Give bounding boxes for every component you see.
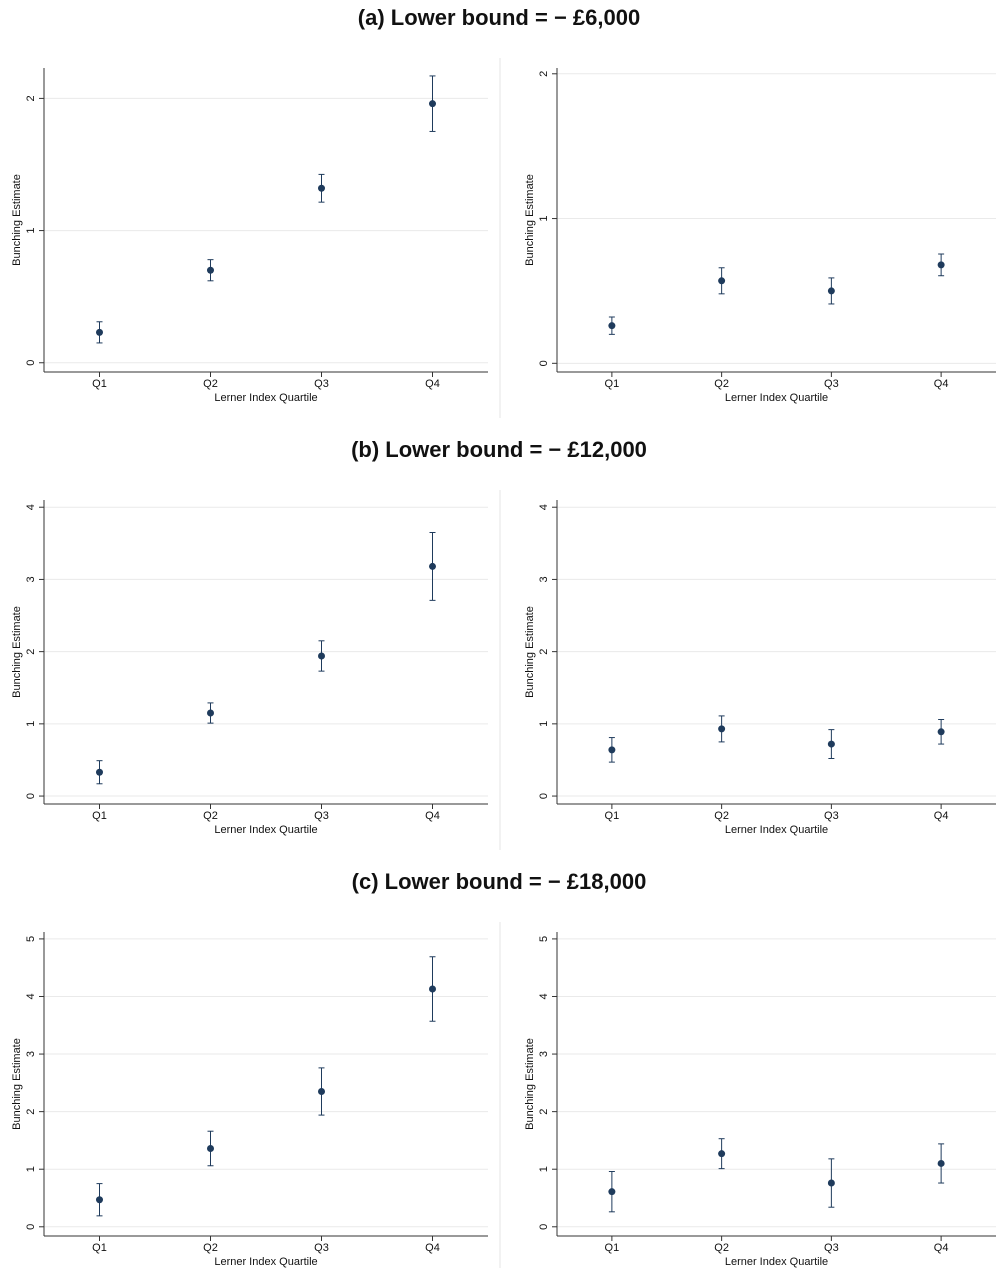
y-tick-label: 1 [538, 721, 550, 727]
point [608, 1188, 616, 1196]
y-tick-label: 2 [25, 649, 37, 655]
point [429, 562, 436, 570]
x-axis-label: Lerner Index Quartile [725, 1256, 828, 1268]
point [318, 184, 325, 192]
x-axis-label: Lerner Index Quartile [214, 392, 317, 404]
y-axis-label: Bunching Estimate [524, 174, 536, 266]
point [207, 1144, 214, 1152]
point [608, 746, 616, 754]
point [718, 277, 726, 285]
y-tick-label: 2 [538, 649, 550, 655]
y-tick-label: 0 [538, 793, 550, 799]
point [207, 266, 214, 274]
x-tick-label: Q4 [934, 1242, 949, 1254]
x-tick-label: Q1 [92, 1242, 107, 1254]
y-tick-label: 2 [538, 1109, 550, 1115]
x-tick-label: Q2 [203, 1242, 218, 1254]
x-axis-label: Lerner Index Quartile [214, 1256, 317, 1268]
y-tick-label: 5 [25, 936, 37, 942]
y-tick-label: 1 [538, 215, 550, 221]
point [827, 1179, 835, 1187]
y-tick-label: 3 [25, 1051, 37, 1057]
x-axis-label: Lerner Index Quartile [214, 824, 317, 836]
y-tick-label: 5 [538, 936, 550, 942]
x-tick-label: Q4 [425, 810, 440, 822]
x-tick-label: Q3 [824, 378, 839, 390]
y-tick-label: 0 [25, 360, 37, 366]
y-axis-label: Bunching Estimate [11, 1038, 23, 1130]
x-tick-label: Q4 [425, 378, 440, 390]
point [318, 1087, 325, 1095]
x-tick-label: Q1 [605, 1242, 620, 1254]
point [429, 100, 436, 108]
y-tick-label: 4 [538, 504, 550, 510]
y-axis-label: Bunching Estimate [11, 606, 23, 698]
point [937, 261, 945, 269]
x-tick-label: Q3 [824, 810, 839, 822]
x-axis-label: Lerner Index Quartile [725, 824, 828, 836]
point [937, 1159, 945, 1167]
x-tick-label: Q2 [714, 1242, 729, 1254]
x-tick-label: Q2 [203, 378, 218, 390]
x-tick-label: Q1 [92, 810, 107, 822]
point [718, 725, 726, 733]
x-tick-label: Q3 [314, 378, 329, 390]
x-axis-label: Lerner Index Quartile [725, 392, 828, 404]
point [96, 328, 103, 336]
x-tick-label: Q3 [314, 810, 329, 822]
point [429, 985, 436, 993]
point [827, 740, 835, 748]
y-tick-label: 3 [538, 576, 550, 582]
x-tick-label: Q4 [934, 810, 949, 822]
x-tick-label: Q4 [425, 1242, 440, 1254]
y-axis-label: Bunching Estimate [11, 174, 23, 266]
y-tick-label: 3 [538, 1051, 550, 1057]
y-tick-label: 4 [25, 504, 37, 510]
y-tick-label: 4 [538, 993, 550, 999]
point [608, 322, 616, 330]
x-tick-label: Q1 [605, 378, 620, 390]
section-title: (b) Lower bound = − £12,000 [351, 437, 647, 462]
section-title: (a) Lower bound = − £6,000 [358, 5, 640, 30]
x-tick-label: Q1 [605, 810, 620, 822]
y-axis-label: Bunching Estimate [524, 1038, 536, 1130]
y-tick-label: 2 [25, 1109, 37, 1115]
point [937, 728, 945, 736]
y-tick-label: 1 [538, 1166, 550, 1172]
point [718, 1150, 726, 1158]
section-title: (c) Lower bound = − £18,000 [352, 869, 647, 894]
x-tick-label: Q2 [714, 810, 729, 822]
y-tick-label: 2 [25, 95, 37, 101]
y-tick-label: 1 [25, 1166, 37, 1172]
y-tick-label: 0 [25, 793, 37, 799]
y-tick-label: 3 [25, 576, 37, 582]
point [96, 1196, 103, 1204]
x-tick-label: Q3 [824, 1242, 839, 1254]
y-tick-label: 0 [538, 1224, 550, 1230]
point [96, 768, 103, 776]
x-tick-label: Q1 [92, 378, 107, 390]
y-axis-label: Bunching Estimate [524, 606, 536, 698]
y-tick-label: 2 [538, 71, 550, 77]
y-tick-label: 4 [25, 993, 37, 999]
y-tick-label: 0 [538, 360, 550, 366]
y-tick-label: 1 [25, 721, 37, 727]
x-tick-label: Q2 [203, 810, 218, 822]
point [827, 287, 835, 295]
point [318, 652, 325, 660]
point [207, 709, 214, 717]
y-tick-label: 1 [25, 228, 37, 234]
x-tick-label: Q4 [934, 378, 949, 390]
x-tick-label: Q2 [714, 378, 729, 390]
x-tick-label: Q3 [314, 1242, 329, 1254]
y-tick-label: 0 [25, 1224, 37, 1230]
